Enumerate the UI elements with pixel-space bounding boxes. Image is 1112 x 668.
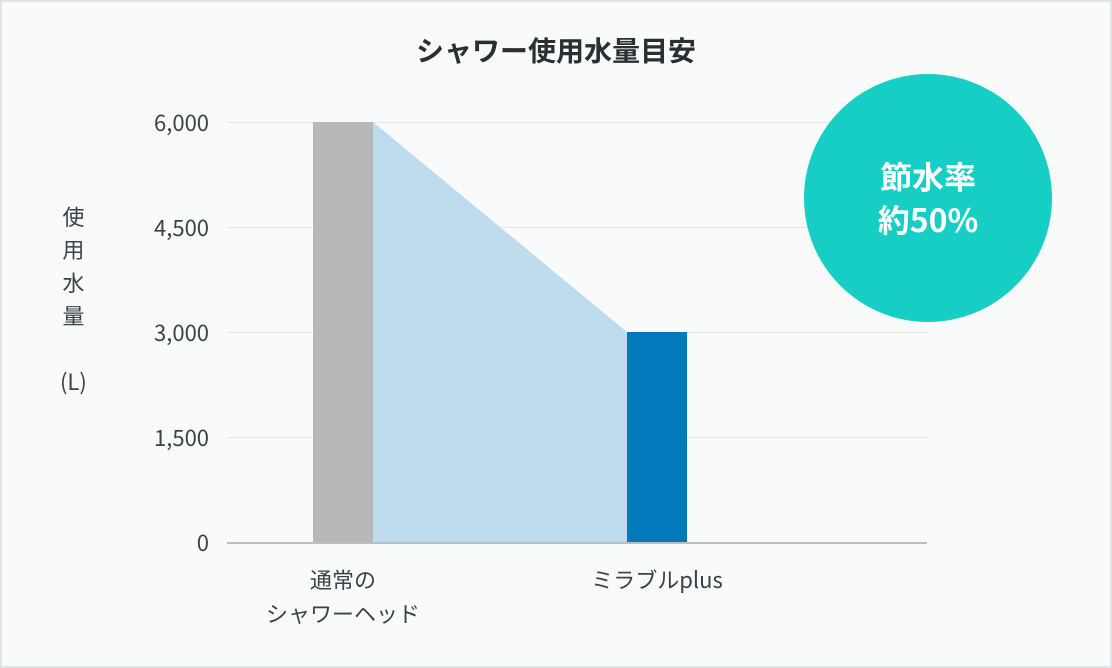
bar-mirable-plus	[627, 332, 687, 542]
y-axis-title-char: 使	[60, 200, 87, 233]
y-tick-label: 0	[197, 526, 227, 558]
y-axis-title-char: 用	[60, 233, 87, 266]
y-tick-label: 3,000	[154, 316, 227, 348]
savings-badge: 節水率約50%	[804, 74, 1052, 322]
y-tick-label: 1,500	[154, 421, 227, 453]
y-axis-title-char: 水	[60, 266, 87, 299]
y-axis-title-char: (L)	[60, 365, 87, 398]
connector-area	[373, 122, 627, 542]
y-tick-label: 4,500	[154, 211, 227, 243]
chart-title: シャワー使用水量目安	[2, 30, 1110, 70]
y-tick-label: 6,000	[154, 106, 227, 138]
x-label-mirable-plus: ミラブルplus	[547, 542, 767, 596]
badge-line: 節水率	[880, 155, 976, 198]
bar-normal-shower-head	[313, 122, 373, 542]
y-axis-title-char: 量	[60, 299, 87, 332]
chart-frame: シャワー使用水量目安 使用水量 (L) 0 1,500 3,000 4,500 6,00…	[0, 0, 1112, 668]
y-axis-title-char	[60, 332, 87, 365]
y-axis-title: 使用水量 (L)	[60, 200, 87, 398]
badge-line: 約50%	[878, 198, 979, 241]
x-label-normal-shower-head: 通常の シャワーヘッド	[233, 542, 453, 630]
